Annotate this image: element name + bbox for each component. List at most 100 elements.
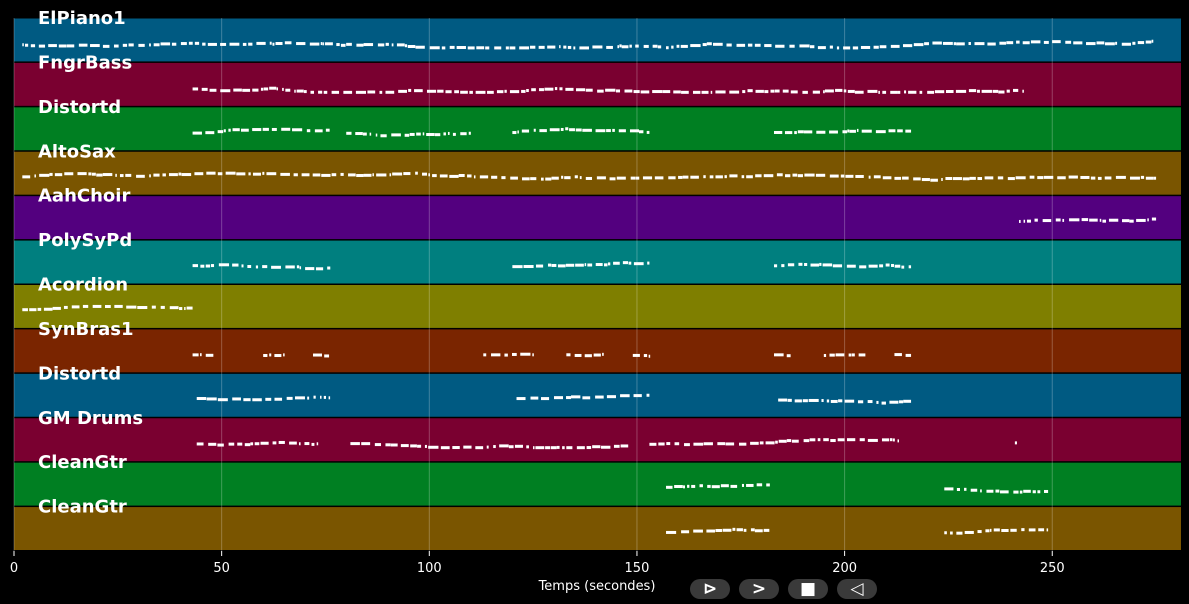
note	[585, 176, 593, 180]
note	[1032, 490, 1036, 494]
note	[707, 484, 711, 488]
note	[283, 353, 285, 357]
note	[205, 353, 214, 357]
note	[904, 90, 907, 94]
note	[532, 353, 534, 357]
note	[778, 398, 788, 402]
note	[398, 89, 407, 93]
note	[416, 132, 421, 136]
note	[206, 397, 217, 401]
note	[964, 530, 974, 534]
track-label: FngrBass	[38, 52, 132, 73]
note	[867, 89, 878, 93]
note	[494, 46, 502, 50]
note	[236, 172, 246, 176]
play-outline-button[interactable]: ⊳	[690, 579, 730, 599]
rewind-button[interactable]: ◁	[837, 579, 877, 599]
note	[301, 173, 310, 177]
note	[845, 174, 854, 178]
note	[566, 353, 571, 357]
note	[950, 531, 953, 535]
note	[340, 172, 344, 176]
note	[52, 306, 61, 310]
note	[746, 483, 754, 487]
note	[792, 173, 798, 177]
note	[390, 443, 398, 447]
note	[1062, 218, 1065, 222]
note	[859, 265, 867, 269]
note	[835, 353, 845, 357]
note	[171, 42, 177, 46]
note	[323, 90, 328, 94]
note	[676, 44, 680, 48]
x-tick-label: 250	[1040, 561, 1065, 576]
note	[321, 173, 331, 177]
note	[469, 90, 473, 94]
note	[794, 399, 802, 403]
note	[868, 264, 878, 268]
note	[447, 131, 450, 135]
note	[804, 263, 808, 267]
note	[881, 438, 890, 442]
note	[509, 90, 520, 94]
note	[1007, 177, 1015, 181]
note	[550, 446, 557, 450]
note	[400, 444, 409, 448]
note	[385, 42, 389, 46]
note	[476, 46, 485, 50]
note	[424, 444, 427, 448]
note	[445, 90, 452, 94]
note	[1115, 41, 1118, 45]
note	[856, 128, 859, 132]
note	[775, 44, 785, 48]
note	[149, 43, 151, 47]
note	[755, 89, 764, 93]
note	[715, 528, 722, 532]
forward-button[interactable]: >	[739, 579, 779, 599]
note	[78, 43, 88, 47]
note	[443, 132, 446, 136]
note	[1026, 219, 1031, 223]
note	[533, 446, 535, 450]
note	[149, 174, 151, 178]
track-lane	[14, 107, 1181, 151]
note	[63, 305, 68, 309]
note	[612, 128, 615, 132]
note	[565, 87, 574, 91]
note	[417, 444, 422, 448]
note	[823, 438, 829, 442]
note	[774, 89, 780, 93]
note	[496, 90, 504, 94]
note	[754, 529, 763, 533]
note	[894, 264, 901, 268]
stop-button[interactable]: ■	[788, 579, 828, 599]
note	[102, 173, 113, 177]
note	[449, 174, 459, 178]
note	[607, 262, 611, 266]
note	[1021, 528, 1025, 532]
note	[712, 42, 723, 46]
note	[426, 89, 437, 93]
note	[435, 133, 441, 137]
note	[244, 443, 251, 447]
note	[294, 396, 305, 400]
note	[597, 89, 604, 93]
note	[595, 263, 603, 267]
note	[232, 128, 240, 132]
note	[902, 176, 909, 180]
note	[618, 129, 626, 133]
note	[1028, 528, 1036, 532]
note	[468, 131, 471, 135]
note	[272, 441, 277, 445]
note	[1037, 490, 1041, 494]
note	[657, 45, 662, 49]
note	[485, 46, 490, 50]
note	[242, 42, 247, 46]
note	[829, 353, 835, 357]
note	[82, 304, 89, 308]
note	[630, 176, 636, 180]
note	[192, 131, 202, 135]
note	[986, 489, 994, 493]
note	[228, 442, 235, 446]
note	[1136, 218, 1146, 222]
